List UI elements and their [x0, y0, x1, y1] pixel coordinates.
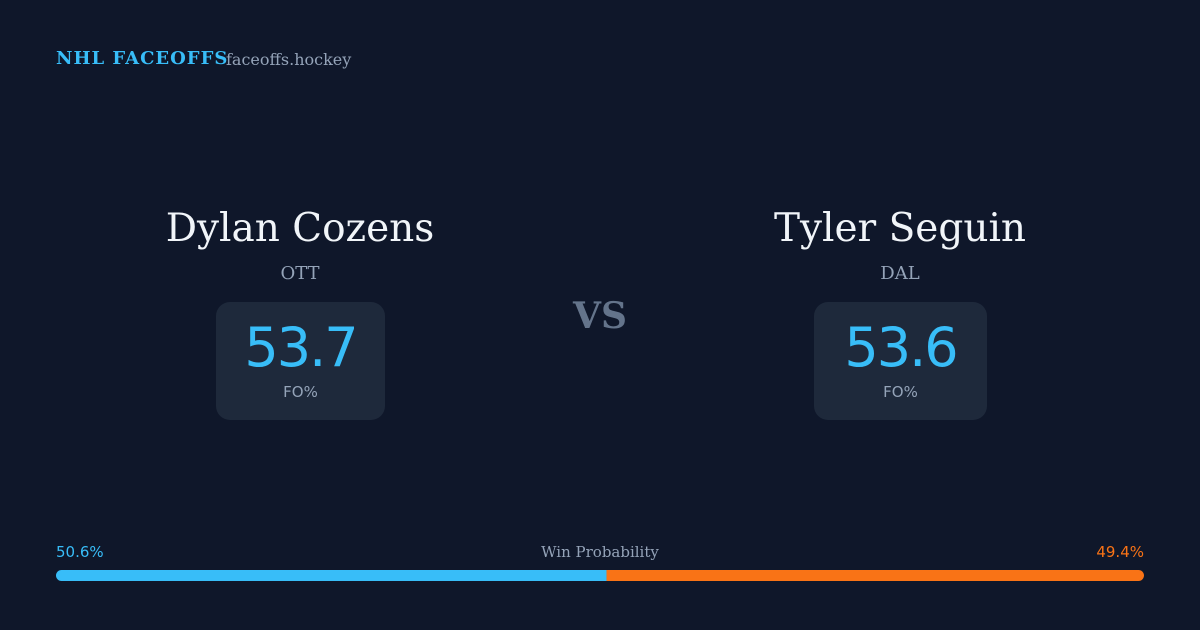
- fo-pct: 53.6: [844, 316, 958, 379]
- site-name: faceoffs.hockey: [226, 50, 352, 69]
- fo-pct: 53.7: [244, 316, 358, 379]
- player-name: Tyler Seguin: [773, 206, 1027, 251]
- player-name: Dylan Cozens: [165, 206, 435, 251]
- win-prob-title: Win Probability: [541, 543, 659, 561]
- versus: VS: [573, 295, 627, 337]
- player-team: DAL: [880, 263, 920, 284]
- stat-box: 53.6 FO%: [814, 302, 987, 420]
- brand-title: NHL FACEOFFS: [56, 48, 229, 69]
- fo-label: FO%: [283, 383, 318, 401]
- win-prob-label: 50.6%: [56, 543, 104, 561]
- win-prob-bar: [56, 570, 1144, 581]
- player-team: OTT: [280, 263, 320, 284]
- stat-box: 53.7 FO%: [216, 302, 385, 420]
- win-prob-segment: [56, 570, 607, 581]
- win-prob-segment: [606, 570, 1144, 581]
- win-prob-label: 49.4%: [1096, 543, 1144, 561]
- fo-label: FO%: [883, 383, 918, 401]
